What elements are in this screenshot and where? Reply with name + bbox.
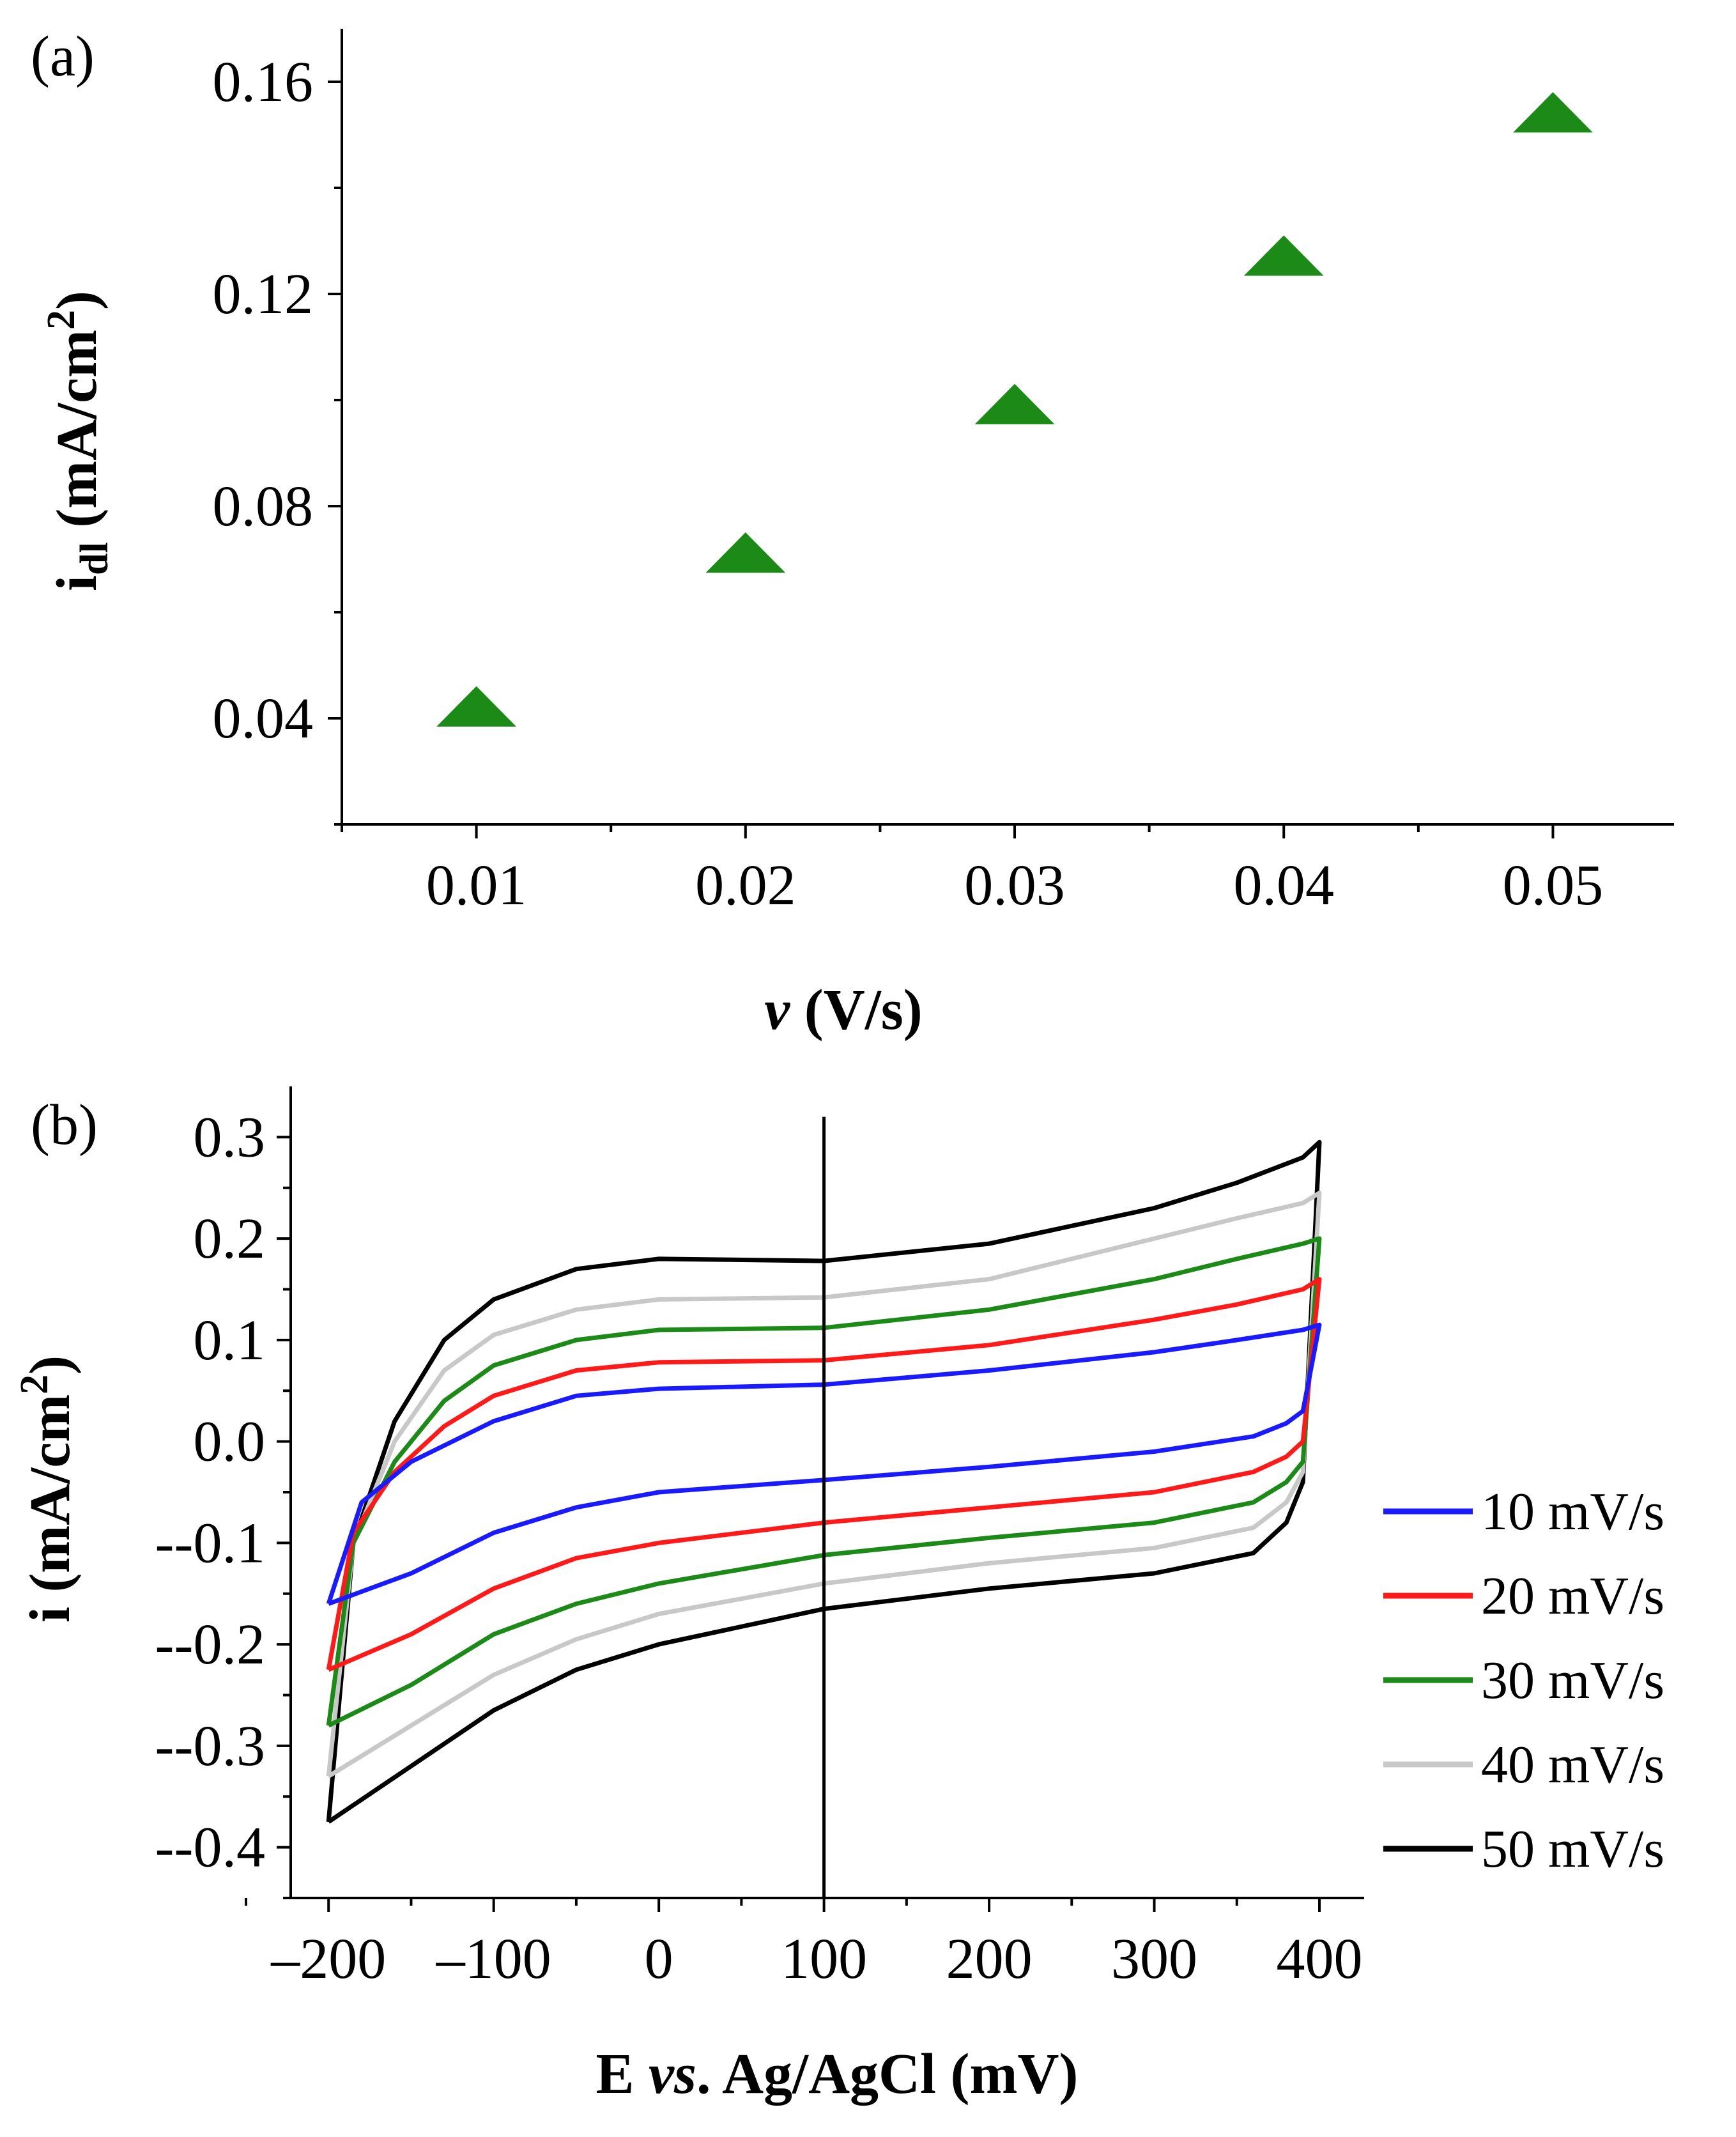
panel-b-xlabel-pre: E [596, 2042, 649, 2106]
panel-a-y-tick-label: 0.12 [213, 263, 314, 326]
panel-b-x-tick-label: –100 [436, 1927, 551, 1991]
panel-b-ylabel-close: ) [19, 1355, 82, 1375]
panel-b-y-tick-label: 0.3 [194, 1106, 266, 1169]
panel-a: (a) 0.01 0.02 0.03 0.04 0.05 0.04 0.08 0.12 0.1… [31, 25, 1674, 1042]
panel-b-x-tick-label: 200 [946, 1927, 1033, 1991]
panel-a-points [436, 92, 1593, 727]
panel-b-y-tick-label: --0.3 [155, 1715, 265, 1778]
panel-b-y-tick-label: --0.2 [155, 1613, 265, 1676]
panel-a-x-axis-title: v (V/s) [764, 978, 922, 1042]
panel-b-y-tick-label: 0.0 [194, 1410, 266, 1474]
panel-b-x-tick-label: 300 [1111, 1927, 1197, 1991]
panel-a-y-tick-label: 0.04 [213, 687, 314, 750]
panel-a-x-tick-label: 0.02 [695, 854, 796, 917]
panel-a-y-tick-label: 0.16 [213, 50, 314, 114]
panel-a-ylabel-main: i [45, 575, 109, 591]
panel-a-data-point [436, 686, 516, 727]
legend-label: 30 mV/s [1481, 1651, 1664, 1710]
panel-b-curve-50mvs [326, 1139, 1322, 1824]
panel-a-y-axis-title: idl (mA/cm2) [40, 291, 116, 591]
panel-a-data-point [974, 383, 1055, 424]
panel-a-ylabel-close: ) [45, 291, 109, 310]
panel-a-y-ticks: 0.04 0.08 0.12 0.16 [213, 50, 342, 826]
panel-a-x-tick-label: 0.04 [1233, 854, 1334, 917]
panel-b-y-ticks: 0.3 0.2 0.1 0.0 --0.1 --0.2 --0.3 --0.4 [155, 1106, 291, 1899]
panel-b-y-tick-label: 0.1 [194, 1309, 266, 1372]
panel-b-label: (b) [31, 1093, 98, 1157]
panel-a-data-point [705, 532, 786, 573]
panel-b-legend: 10 mV/s 20 mV/s 30 mV/s 40 mV/s 50 mV/s [1383, 1482, 1664, 1879]
legend-label: 40 mV/s [1481, 1735, 1664, 1794]
panel-a-y-tick-label: 0.08 [213, 475, 314, 538]
legend-label: 20 mV/s [1481, 1566, 1664, 1626]
panel-b: (b) –200 –100 0 100 200 300 400 0.3 0.2 0.1 0.0 --… [13, 1086, 1664, 2106]
panel-b-x-axis-title: E vs. Ag/AgCl (mV) [596, 2042, 1079, 2106]
panel-a-x-tick-label: 0.01 [426, 854, 527, 917]
panel-b-curve-30mvs [326, 1236, 1322, 1728]
panel-b-x-tick-label: –200 [270, 1927, 386, 1991]
legend-label: 50 mV/s [1481, 1819, 1664, 1879]
panel-a-ylabel-sub: dl [73, 542, 116, 575]
panel-a-x-tick-label: 0.03 [964, 854, 1065, 917]
panel-b-ylabel-main: i (mA/cm [19, 1394, 82, 1623]
panel-b-x-ticks: –200 –100 0 100 200 300 400 [245, 1898, 1363, 1991]
panel-b-x-tick-label: 100 [781, 1927, 867, 1991]
panel-b-y-tick-label: --0.1 [155, 1511, 265, 1575]
panel-b-x-tick-label: 400 [1277, 1927, 1363, 1991]
panel-b-curve-40mvs [326, 1191, 1322, 1778]
panel-a-ylabel-sup: 2 [40, 310, 83, 330]
panel-a-x-tick-label: 0.05 [1503, 854, 1604, 917]
panel-a-xlabel-italic: v [764, 978, 790, 1042]
panel-a-x-ticks: 0.01 0.02 0.03 0.04 0.05 [341, 824, 1604, 917]
panel-b-ylabel-sup: 2 [13, 1375, 56, 1394]
panel-b-y-axis-title: i (mA/cm2) [13, 1355, 82, 1623]
panel-b-xlabel-rest: . Ag/AgCl (mV) [696, 2042, 1078, 2106]
legend-label: 10 mV/s [1481, 1482, 1664, 1541]
panel-b-y-tick-label: 0.2 [194, 1207, 266, 1270]
panel-a-xlabel-rest: (V/s) [790, 978, 922, 1042]
panel-a-data-point [1513, 92, 1593, 133]
panel-b-curve-20mvs [326, 1277, 1322, 1672]
panel-a-ylabel-unit: (mA/cm [45, 330, 109, 542]
panel-b-curve-10mvs [326, 1322, 1322, 1606]
panel-b-curves [326, 1139, 1322, 1824]
panel-b-y-tick-label: --0.4 [155, 1816, 265, 1879]
panel-a-data-point [1243, 235, 1324, 276]
panel-b-x-tick-label: 0 [645, 1927, 673, 1991]
panel-a-label: (a) [31, 25, 95, 88]
panel-b-xlabel-italic: vs [649, 2042, 696, 2106]
